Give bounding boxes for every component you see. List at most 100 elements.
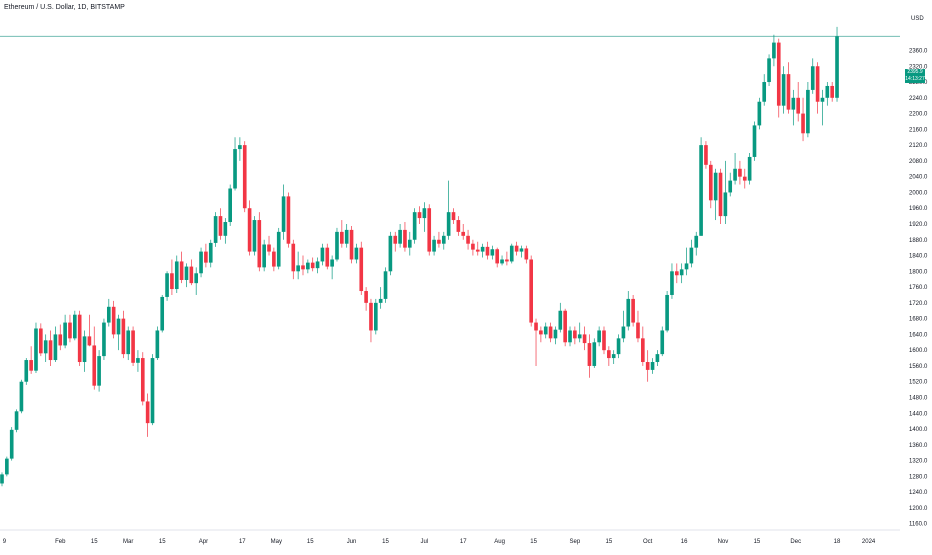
candle-body-down: [427, 208, 432, 252]
candle-body-down: [39, 328, 43, 354]
candle-body-down: [602, 330, 606, 351]
candle-body-down: [573, 330, 577, 339]
candle-body-up: [422, 208, 427, 219]
candle-body-down: [369, 302, 373, 331]
candle-body-up: [208, 242, 213, 263]
candle-body-down: [325, 247, 330, 267]
candle-body-up: [500, 259, 504, 264]
candle-body-up: [519, 248, 524, 252]
candle-body-up: [73, 314, 77, 339]
x-tick-label: 15: [530, 539, 537, 545]
y-tick-label: 2120.0: [909, 143, 928, 149]
candle-body-up: [398, 229, 402, 244]
x-tick-label: Mar: [123, 539, 133, 545]
candle-body-down: [495, 249, 500, 264]
candle-body-down: [786, 74, 791, 110]
candle-body-up: [446, 212, 451, 236]
candle-body-up: [320, 247, 325, 262]
bar-countdown: 14:13:27: [905, 76, 925, 82]
candle-body-up: [626, 298, 631, 327]
candle-body-down: [393, 235, 398, 244]
candle-body-down: [340, 231, 344, 244]
candle-body-up: [34, 328, 38, 371]
candle-body-down: [247, 208, 252, 252]
x-tick-label: 17: [460, 539, 467, 545]
candle-body-up: [63, 322, 67, 346]
x-tick-label: Nov: [718, 539, 729, 545]
candle-body-down: [140, 358, 145, 402]
x-tick-label: 16: [681, 539, 688, 545]
candle-body-down: [242, 145, 247, 209]
y-tick-label: 1360.0: [909, 443, 928, 449]
candle-body-up: [174, 261, 179, 290]
x-tick-label: 15: [91, 539, 98, 545]
candle-body-down: [524, 248, 529, 260]
candle-body-up: [723, 192, 728, 217]
y-tick-label: 2080.0: [909, 159, 928, 165]
candle-body-up: [810, 66, 815, 90]
candle-body-down: [121, 318, 126, 355]
candle-body-up: [543, 326, 548, 335]
candle-body-down: [539, 330, 543, 335]
y-tick-label: 1520.0: [909, 380, 928, 386]
candle-body-down: [830, 85, 834, 98]
candle-body-up: [412, 212, 417, 240]
y-tick-label: 2000.0: [909, 190, 928, 196]
candle-body-down: [437, 239, 441, 244]
candle-body-down: [801, 113, 805, 134]
candle-body-up: [407, 239, 412, 248]
candle-body-up: [665, 294, 669, 331]
candle-body-down: [87, 336, 92, 346]
candle-body-down: [563, 310, 567, 343]
candle-body-up: [747, 156, 752, 181]
candle-body-up: [611, 354, 616, 359]
candle-body-down: [776, 42, 781, 106]
x-tick-label: Jul: [421, 539, 429, 545]
candle-body-down: [349, 229, 354, 260]
x-tick-label: 17: [239, 539, 246, 545]
candle-body-up: [165, 273, 169, 297]
y-tick-label: 1680.0: [909, 317, 928, 323]
candle-body-up: [825, 85, 830, 98]
candle-body-down: [267, 244, 271, 252]
y-tick-label: 1160.0: [909, 522, 928, 528]
y-tick-label: 2040.0: [909, 175, 928, 181]
candle-body-up: [330, 259, 334, 267]
candle-body-up: [568, 330, 572, 343]
candle-body-up: [354, 247, 359, 260]
candle-body-up: [126, 330, 131, 355]
candle-body-down: [471, 243, 475, 250]
candle-body-up: [106, 306, 111, 323]
candle-body-up: [315, 261, 320, 269]
x-tick-label: Sep: [570, 539, 581, 545]
candle-body-down: [475, 249, 480, 252]
candle-body-up: [199, 251, 203, 274]
candle-body-up: [262, 244, 266, 268]
candle-body-up: [14, 411, 19, 430]
candle-body-down: [738, 168, 742, 177]
candle-body-up: [679, 269, 684, 276]
x-tick-label: 2024: [862, 539, 876, 545]
y-tick-label: 1840.0: [909, 254, 928, 260]
candle-body-down: [587, 343, 592, 366]
candle-body-up: [762, 82, 767, 102]
candle-body-down: [218, 216, 223, 236]
y-tick-label: 1640.0: [909, 332, 928, 338]
candle-body-up: [233, 149, 237, 189]
y-tick-label: 1880.0: [909, 238, 928, 244]
candle-body-up: [378, 298, 383, 303]
y-tick-label: 1600.0: [909, 348, 928, 354]
candle-body-up: [820, 97, 825, 102]
candle-body-down: [485, 246, 490, 256]
y-tick-label: 1440.0: [909, 411, 928, 417]
candle-body-up: [136, 358, 140, 363]
candle-body-up: [97, 356, 101, 386]
candle-body-up: [184, 266, 189, 280]
candle-body-up: [806, 89, 810, 134]
candle-body-down: [179, 261, 184, 280]
candle-body-up: [276, 231, 281, 267]
candle-body-down: [286, 196, 291, 244]
y-tick-label: 1760.0: [909, 285, 928, 291]
y-tick-label: 1920.0: [909, 222, 928, 228]
